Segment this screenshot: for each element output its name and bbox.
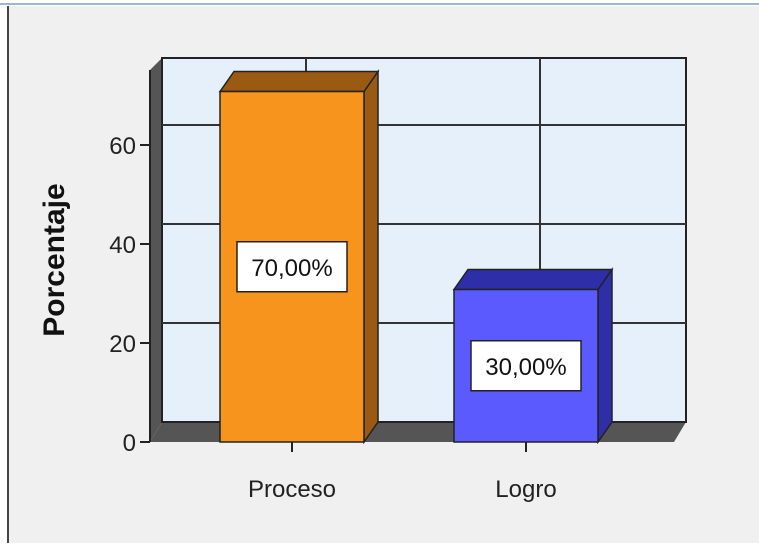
- x-axis-labels: Proceso Logro: [248, 442, 557, 503]
- data-label: 70,00%: [251, 255, 332, 282]
- data-label-box: [236, 241, 348, 293]
- data-label-box: [470, 340, 582, 392]
- x-tick-label: Proceso: [248, 476, 336, 503]
- y-tick-label: 60: [109, 133, 136, 160]
- x-tick-label: Logro: [495, 476, 556, 503]
- bars: 70,00% 30,00%: [218, 69, 614, 445]
- y-tick-label: 40: [109, 232, 136, 259]
- y-axis-title: Porcentaje: [38, 183, 71, 336]
- bar-side-proceso: [363, 69, 379, 445]
- y-tick-label: 0: [123, 430, 136, 457]
- bar-side-logro: [597, 267, 613, 445]
- y-axis: 0 20 40 60: [109, 70, 151, 457]
- data-label: 30,00%: [485, 354, 566, 381]
- bar-top-logro: [452, 268, 614, 291]
- bar-top-proceso: [218, 70, 380, 93]
- y-tick-label: 20: [109, 331, 136, 358]
- plot-left-wall: [150, 58, 162, 442]
- plot-back-wall-border: [161, 57, 687, 423]
